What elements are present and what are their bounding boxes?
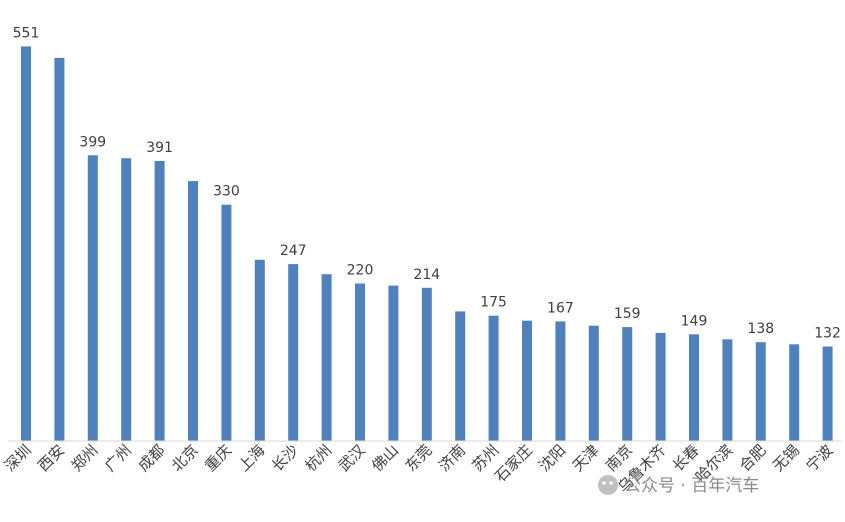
- bar-20: [689, 334, 699, 441]
- wechat-icon-eye-right: [609, 481, 613, 485]
- category-label-1: 西安: [34, 441, 68, 475]
- value-label-4: 391: [146, 140, 173, 156]
- category-label-0: 深圳: [1, 441, 35, 475]
- category-label-12: 东莞: [402, 441, 436, 475]
- bar-19: [655, 332, 666, 441]
- bar-9: [321, 274, 332, 441]
- value-label-10: 220: [347, 263, 374, 279]
- value-label-2: 399: [79, 134, 106, 150]
- category-label-4: 成都: [134, 441, 168, 475]
- bar-21: [722, 339, 733, 441]
- category-label-3: 广州: [101, 441, 135, 475]
- value-label-24: 132: [814, 326, 841, 342]
- category-label-17: 天津: [569, 441, 603, 475]
- bar-8: [288, 264, 299, 441]
- bar-14: [488, 315, 499, 441]
- value-label-22: 138: [747, 321, 774, 337]
- bar-4: [154, 161, 165, 441]
- bar-13: [455, 311, 466, 441]
- category-label-7: 上海: [235, 441, 269, 475]
- category-label-10: 武汉: [335, 441, 369, 475]
- category-label-2: 郑州: [68, 441, 102, 475]
- category-label-13: 济南: [435, 441, 469, 475]
- bar-12: [421, 287, 432, 441]
- value-label-20: 149: [681, 313, 708, 329]
- bar-3: [121, 158, 132, 441]
- bar-5: [188, 181, 198, 441]
- watermark-text: 公众号 · 百年汽车: [624, 476, 759, 496]
- value-label-14: 175: [480, 295, 507, 311]
- bar-0: [21, 46, 31, 442]
- category-label-9: 杭州: [301, 441, 335, 475]
- bar-15: [522, 320, 532, 441]
- bar-11: [388, 285, 399, 441]
- bar-7: [254, 259, 265, 441]
- bar-18: [622, 327, 633, 441]
- value-label-12: 214: [413, 267, 440, 283]
- category-label-6: 重庆: [201, 441, 235, 475]
- category-label-23: 无锡: [769, 441, 803, 475]
- bar-17: [588, 325, 599, 441]
- watermark: 公众号 · 百年汽车: [598, 475, 759, 496]
- bar-23: [789, 344, 800, 441]
- bar-10: [355, 283, 365, 441]
- value-label-group: 551 399 391 330 247 220 214 175 167 159 149 138 132: [13, 25, 841, 341]
- category-label-5: 北京: [168, 441, 202, 475]
- bar-24: [822, 346, 833, 441]
- category-label-11: 佛山: [368, 441, 402, 475]
- category-label-8: 长沙: [268, 441, 302, 475]
- wechat-icon-eye-left: [602, 481, 606, 485]
- category-label-16: 沈阳: [535, 441, 569, 475]
- bar-16: [555, 321, 566, 441]
- wechat-icon: [598, 475, 618, 495]
- bar-2: [87, 155, 98, 442]
- category-label-15: 石家庄: [491, 441, 536, 486]
- value-label-16: 167: [547, 300, 574, 316]
- bar-group: [21, 46, 833, 442]
- category-label-24: 宁波: [802, 441, 836, 475]
- value-label-0: 551: [13, 25, 40, 41]
- value-label-18: 159: [614, 306, 641, 322]
- bar-1: [54, 57, 65, 442]
- value-label-8: 247: [280, 243, 307, 259]
- value-label-6: 330: [213, 184, 240, 200]
- bar-6: [221, 204, 232, 441]
- bar-22: [755, 342, 766, 441]
- category-label-22: 合肥: [736, 441, 770, 475]
